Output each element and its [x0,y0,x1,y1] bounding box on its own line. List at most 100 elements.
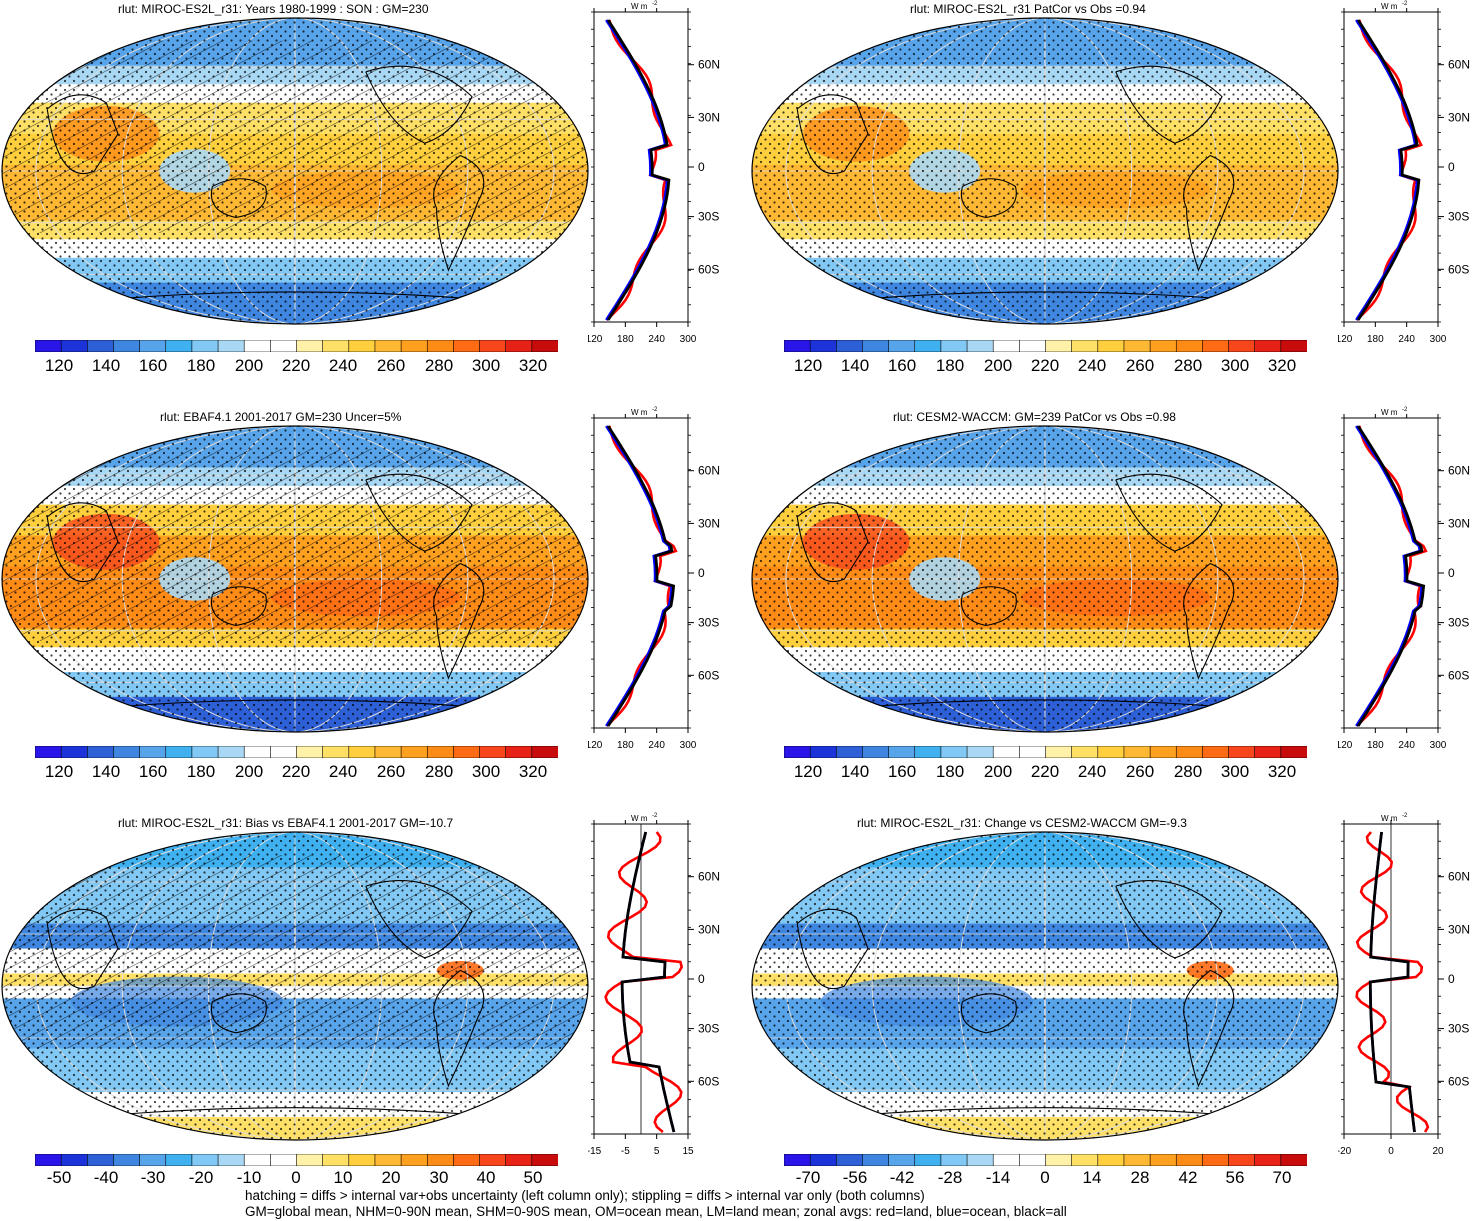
map-field [2,832,588,1140]
colorbar-swatch [1097,340,1125,352]
colorbar-tick: 0 [1040,1168,1050,1187]
colorbar-swatch [914,1154,942,1166]
colorbar-tick: 70 [1272,1168,1292,1187]
colorbar-tick: 300 [1220,762,1250,781]
zonal-lat-label: 60N [698,870,720,884]
colorbar-swatch [426,340,455,352]
zonal-plot-bias: W m -2 60N 30N 0 30S 60S -15 -5 5 15 [588,813,720,1157]
colorbar-swatch [531,340,558,352]
zonal-lat-label: 30N [1448,516,1470,530]
zonal-curve-all [620,831,676,1133]
colorbar-swatch [1280,746,1307,758]
zonal-lat-label: 0 [1448,972,1455,986]
colorbar-swatch [191,1154,219,1166]
colorbar-swatch [270,746,298,758]
colorbar-swatch [217,1154,245,1166]
colorbar-tick: 220 [281,356,311,375]
colorbar-tick: -10 [236,1168,262,1187]
colorbar-tick: 140 [91,356,121,375]
colorbar-tick: 120 [793,762,823,781]
colorbar-swatch [191,746,219,758]
colorbar-swatch [60,340,88,352]
map-title: rlut: MIROC-ES2L_r31: Years 1980-1999 : … [118,2,429,16]
zonal-plot-cesm2: W m -2 60N 30N 0 30S 60S 120 180 240 300 [1338,407,1470,751]
colorbar-swatch [888,340,916,352]
zonal-lat-label: 30S [1448,210,1469,224]
colorbar-swatch [453,1154,481,1166]
colorbar-tick: -70 [795,1168,821,1187]
colorbar-tick: 160 [887,356,917,375]
zonal-lat-label: 30S [698,616,719,630]
colorbar-swatch [1175,746,1204,758]
colorbar-swatch [400,1154,428,1166]
colorbar-abs [784,340,1307,352]
colorbar-tick: 240 [1077,356,1107,375]
map-obs-ebaf [1,425,589,733]
colorbar-swatch [914,746,942,758]
zonal-lat-label: 60S [1448,1074,1469,1088]
colorbar-tick: 260 [1125,762,1155,781]
colorbar-swatch [784,1154,811,1166]
zonal-curve-all [606,425,676,727]
zonal-curve-land [605,425,678,727]
zonal-x-tick: 20 [1432,1146,1444,1157]
colorbar-swatch [1097,746,1125,758]
colorbar-swatch [505,340,533,352]
zonal-x-tick: 180 [617,740,634,751]
colorbar-tick: 50 [523,1168,543,1187]
colorbar-tick: 280 [1173,762,1203,781]
colorbar-swatch [296,340,324,352]
zonal-curve-all [1356,19,1421,321]
colorbar-tick: 240 [1077,762,1107,781]
colorbar-swatch [400,746,428,758]
colorbar-swatch [784,340,811,352]
colorbar-swatch [1149,1154,1177,1166]
colorbar-tick: -40 [93,1168,119,1187]
colorbar-swatch [113,746,141,758]
zonal-lat-label: 30N [1448,922,1470,936]
colorbar-swatch [862,340,890,352]
colorbar-tick: 240 [328,356,358,375]
colorbar-swatch [348,746,376,758]
zonal-x-tick: 120 [588,334,603,345]
zonal-x-tick: 5 [654,1146,660,1157]
colorbar-tick: -30 [140,1168,166,1187]
map-cesm2 [751,425,1339,733]
colorbar-tick: 220 [281,762,311,781]
colorbar-swatch [400,340,428,352]
colorbar-tick: 160 [138,762,168,781]
colorbar-tick: 40 [476,1168,496,1187]
colorbar-tick: 160 [138,356,168,375]
colorbar-swatch [243,746,271,758]
zonal-lat-label: 30S [1448,616,1469,630]
zonal-lat-label: 60S [1448,668,1469,682]
zonal-lat-label: 0 [698,566,705,580]
map-title: rlut: EBAF4.1 2001-2017 GM=230 Uncer=5% [160,410,402,424]
colorbar-swatch [505,746,533,758]
colorbar-swatch [1019,1154,1047,1166]
zonal-curve-land [1355,425,1428,727]
colorbar-swatch [217,746,245,758]
colorbar-tick: 280 [424,356,454,375]
colorbar-tick: 240 [328,762,358,781]
zonal-x-tick: 300 [680,740,697,751]
colorbar-tick: 180 [935,356,965,375]
zonal-lat-label: 0 [1448,566,1455,580]
zonal-x-tick: 120 [1338,740,1353,751]
zonal-curve-ocean [605,19,669,321]
colorbar-tick: 260 [376,356,406,375]
colorbar-swatch [243,1154,271,1166]
zonal-x-tick: 240 [648,740,665,751]
zonal-lat-label: 60N [698,58,720,72]
colorbar-tick: 320 [1267,356,1297,375]
colorbar-swatch [139,340,167,352]
zonal-lat-label: 30S [698,1022,719,1036]
colorbar-swatch [862,746,890,758]
map-title: rlut: CESM2-WACCM: GM=239 PatCor vs Obs … [893,410,1176,424]
colorbar-tick: 180 [186,356,216,375]
colorbar-swatch [1019,746,1047,758]
zonal-lat-label: 60N [1448,58,1470,72]
colorbar-tick: 120 [44,356,74,375]
colorbar-swatch [1280,1154,1307,1166]
colorbar-swatch [86,340,115,352]
